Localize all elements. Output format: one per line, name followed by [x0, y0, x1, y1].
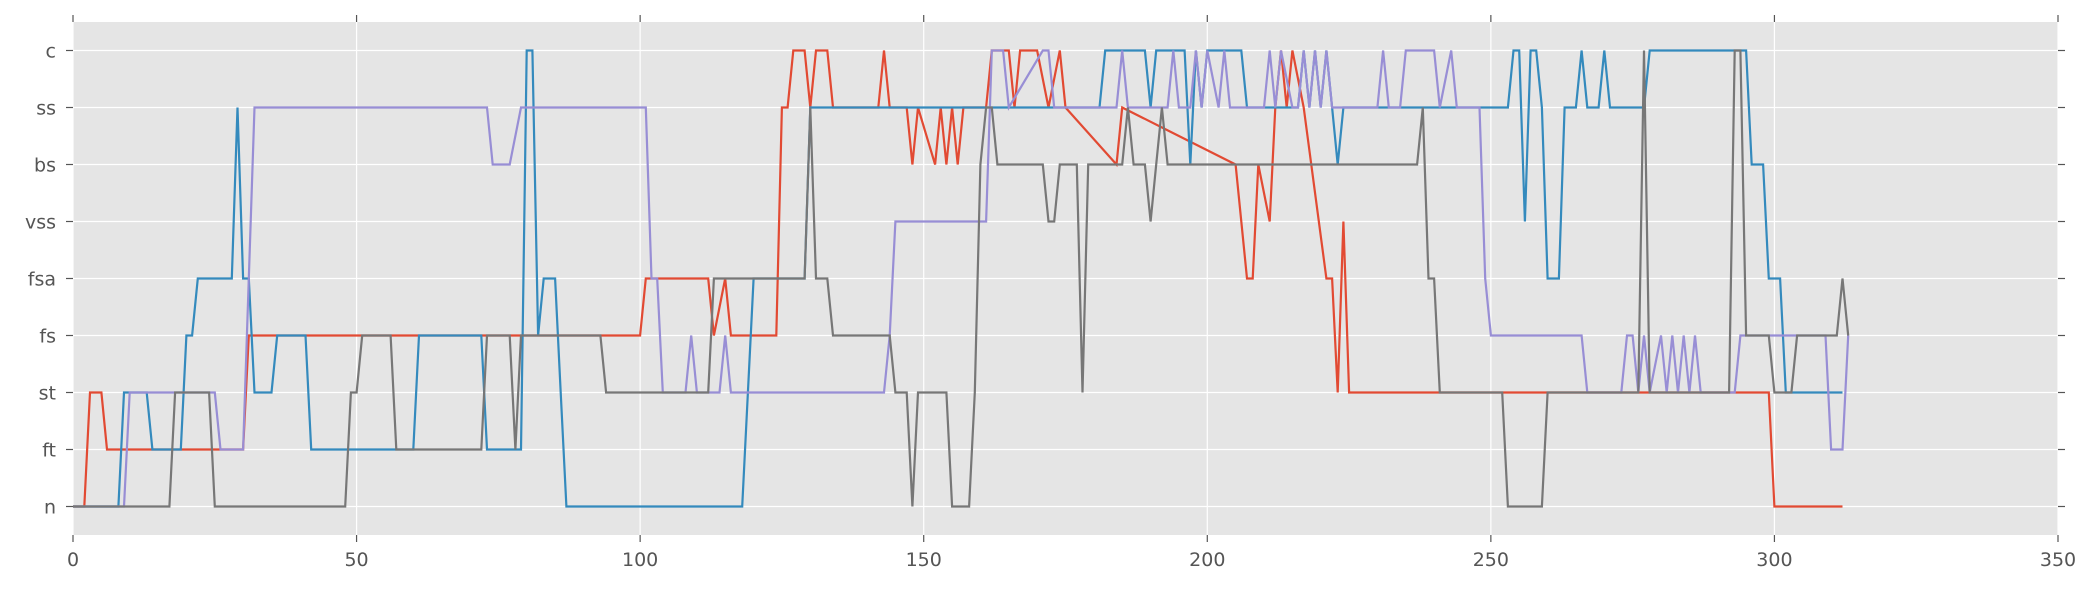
series-red-line — [73, 49, 1843, 508]
x-axis-labels: 0 50 100 150 200 250 300 350 — [67, 549, 2076, 571]
x-tick-label: 300 — [1756, 549, 1792, 571]
x-tick-label: 100 — [622, 549, 658, 571]
y-axis-labels: n ft st fs fsa vss bs ss c — [25, 41, 56, 519]
series-lines — [73, 49, 1850, 508]
axis-ticks — [66, 15, 2065, 542]
y-tick-label: fsa — [28, 269, 56, 291]
x-tick-label: 50 — [344, 549, 368, 571]
y-tick-label: ft — [42, 440, 56, 462]
series-gray-line — [73, 49, 1850, 508]
y-tick-label: vss — [25, 212, 56, 234]
y-tick-label: st — [39, 383, 56, 405]
y-tick-label: c — [46, 41, 56, 63]
x-tick-label: 200 — [1189, 549, 1225, 571]
x-tick-label: 250 — [1473, 549, 1509, 571]
y-tick-label: bs — [34, 155, 56, 177]
x-tick-label: 0 — [67, 549, 79, 571]
x-tick-label: 150 — [906, 549, 942, 571]
y-tick-label: fs — [39, 326, 56, 348]
x-tick-label: 350 — [2040, 549, 2076, 571]
y-tick-label: ss — [36, 98, 56, 120]
y-tick-label: n — [44, 497, 56, 519]
